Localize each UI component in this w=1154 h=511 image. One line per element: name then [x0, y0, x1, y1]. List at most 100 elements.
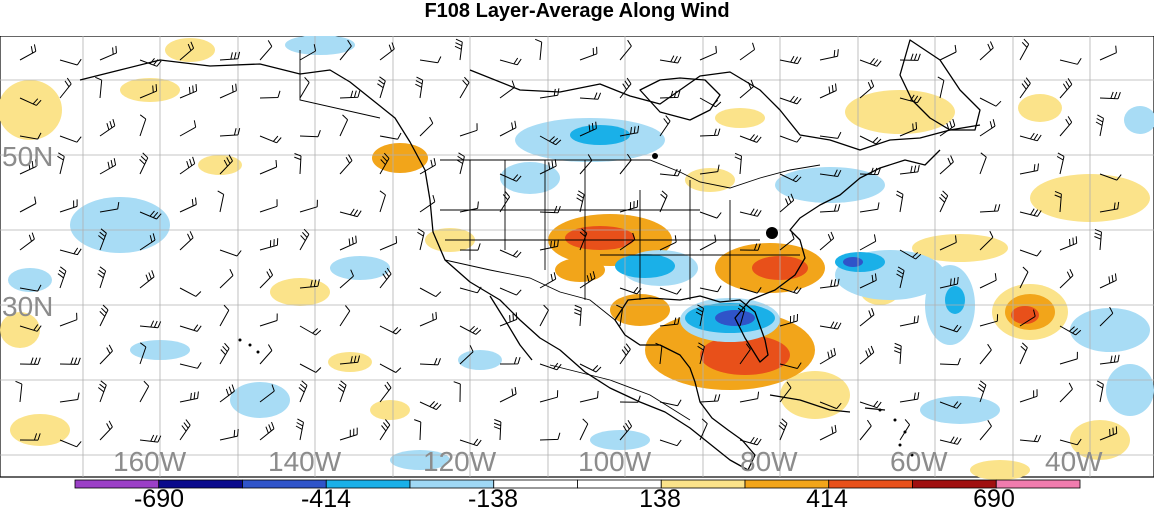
wind-barb — [1019, 38, 1030, 61]
wind-barb — [739, 42, 756, 61]
wind-barb — [539, 239, 559, 251]
wind-barb — [259, 421, 275, 441]
wind-barb — [539, 159, 557, 175]
wind-barb — [939, 235, 957, 251]
colorbar-label-2: -138 — [468, 485, 518, 511]
wind-barb — [779, 362, 802, 369]
wind-barb — [779, 173, 802, 183]
wind-barb — [179, 156, 196, 175]
lat-label-30n: 30N — [2, 291, 53, 322]
wind-barb — [499, 57, 522, 66]
wind-barb — [139, 57, 162, 67]
wind-barb — [739, 208, 762, 217]
wind-barb — [619, 77, 632, 99]
wind-barb — [299, 44, 317, 61]
wind-barb — [1059, 236, 1078, 251]
wind-barb — [1099, 306, 1114, 327]
wind-barb — [539, 362, 562, 371]
wind-barb — [219, 127, 241, 137]
wind-barb — [979, 204, 1001, 213]
wind-barb — [659, 439, 682, 447]
wind-barb — [1059, 382, 1073, 403]
wind-barb — [1059, 351, 1078, 365]
wind-barb — [217, 190, 225, 213]
wind-barb — [1099, 354, 1120, 365]
wind-barb — [179, 287, 202, 297]
wind-barb — [699, 128, 721, 137]
wind-barb — [379, 267, 392, 289]
wind-barb — [459, 438, 482, 447]
wind-barb — [179, 362, 202, 369]
wind-barb — [179, 391, 199, 403]
wind-barb — [15, 380, 23, 403]
wind-barb — [779, 313, 798, 327]
wind-barb — [259, 135, 282, 144]
wind-barb — [1059, 325, 1082, 336]
wind-barb — [619, 200, 639, 213]
wind-barb — [1019, 208, 1042, 217]
wind-barb — [259, 159, 278, 175]
wind-barb — [859, 345, 875, 365]
wind-barb — [299, 76, 310, 99]
wind-barb — [859, 273, 877, 289]
wind-barb — [219, 268, 234, 289]
wind-barb — [939, 436, 962, 445]
wind-barb — [379, 381, 392, 403]
wind-barb — [139, 233, 156, 251]
wind-barb — [819, 401, 842, 410]
wind-barb — [939, 276, 959, 289]
wind-barb — [859, 234, 877, 251]
wind-barb — [899, 315, 919, 327]
wind-barb — [659, 55, 682, 64]
wind-barb — [659, 90, 681, 99]
wind-barb — [453, 381, 461, 403]
wind-barb — [294, 153, 302, 175]
wind-barb — [619, 420, 633, 441]
colorbar-label-4: 414 — [806, 485, 848, 511]
wind-barb — [819, 83, 837, 99]
wind-barb — [579, 271, 596, 289]
wind-barb — [1099, 273, 1117, 289]
wind-barb — [259, 268, 274, 289]
wind-barb — [419, 194, 436, 213]
wind-barb — [737, 304, 746, 327]
wind-barb — [97, 266, 107, 289]
wind-barb — [99, 304, 109, 327]
wind-barb — [819, 49, 839, 61]
colorbar-label-5: 690 — [973, 485, 1015, 511]
wind-barb — [59, 135, 82, 143]
wind-barb — [939, 324, 962, 333]
wind-barb — [379, 325, 402, 335]
wind-barb — [619, 286, 642, 295]
colorbar-label-3: 138 — [639, 485, 681, 511]
wind-barb — [699, 418, 708, 441]
wind-barb — [779, 381, 792, 403]
wind-barb — [19, 232, 35, 251]
wind-barb — [739, 343, 751, 365]
wind-barb — [579, 92, 602, 100]
wind-barb — [779, 232, 795, 251]
wind-barb — [899, 419, 911, 441]
lon-label-120w: 120W — [423, 446, 497, 477]
wind-barb — [539, 135, 562, 146]
wind-barb — [899, 392, 920, 403]
wind-barb — [339, 208, 362, 218]
wind-barb — [459, 243, 481, 251]
wind-barb — [414, 419, 422, 441]
wind-barb — [659, 399, 682, 407]
wind-barb — [456, 152, 465, 175]
coastlines — [79, 39, 981, 471]
wind-barb — [339, 355, 360, 365]
wind-barb — [979, 152, 987, 175]
wind-barb — [659, 317, 680, 327]
wind-barb — [1059, 78, 1073, 99]
wind-barb — [259, 384, 275, 403]
wind-barb — [539, 88, 560, 99]
wind-barb — [779, 55, 802, 65]
lon-label-140w: 140W — [268, 446, 342, 477]
wind-barb — [219, 384, 235, 403]
wind-barb — [379, 363, 402, 373]
wind-barb — [1019, 249, 1042, 257]
wind-barb — [699, 45, 717, 61]
wind-barb — [419, 56, 442, 64]
